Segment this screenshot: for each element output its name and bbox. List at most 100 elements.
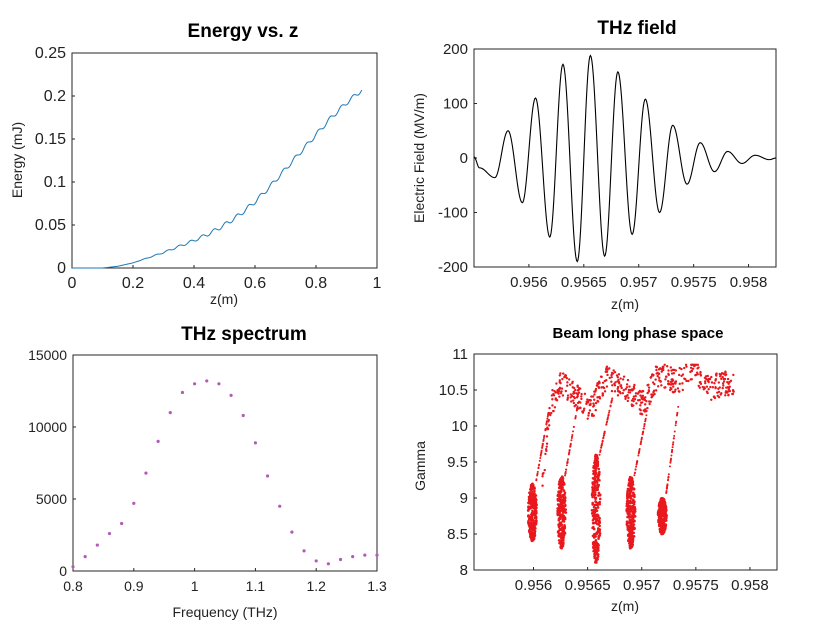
phase-space-point	[659, 530, 662, 533]
phase-space-point	[628, 385, 631, 388]
phase-space-point	[539, 457, 542, 460]
phase-space-panel: Beam long phase space 0.956 0.9565 0.957 0.…	[412, 325, 778, 614]
phase-space-point	[575, 396, 579, 399]
phase-space-point	[594, 401, 598, 405]
phase-space-point	[670, 372, 674, 375]
phase-space-point	[644, 396, 647, 399]
phase-space-point	[599, 449, 602, 452]
phase-space-point	[555, 382, 558, 385]
phase-space-point	[645, 400, 648, 403]
phase-space-point	[655, 389, 658, 392]
phase-space-point	[659, 515, 663, 518]
phase-space-point	[594, 506, 598, 510]
spectrum-xtick-label: 1.1	[246, 578, 266, 594]
phase-space-point	[586, 401, 590, 404]
phase-space-point	[664, 378, 667, 381]
phase-space-point	[634, 394, 637, 398]
phase-space-point	[642, 398, 645, 401]
phase-space-point	[557, 517, 561, 521]
phase-space-point	[536, 472, 539, 475]
field-series-line	[473, 54, 777, 263]
phase-space-point	[592, 405, 595, 408]
phase-space-point	[530, 528, 533, 531]
phase-space-point	[570, 439, 573, 442]
phase-space-point	[699, 370, 702, 374]
field-ylabel: Electric Field (MV/m)	[411, 93, 427, 223]
phase-space-point	[592, 472, 595, 476]
energy-xtick-label: 0.2	[122, 275, 144, 292]
phase-space-point	[529, 493, 532, 497]
phase-space-point	[552, 409, 555, 413]
phase-space-point	[645, 409, 648, 413]
phase-space-point	[657, 372, 661, 376]
phase-space-point	[707, 388, 710, 391]
energy-axes-box	[71, 52, 378, 269]
phase-space-point	[731, 392, 735, 396]
phase-space-point	[598, 381, 601, 385]
phase-space-point	[526, 509, 530, 512]
phase-space-point	[617, 378, 620, 382]
phase-space-point	[560, 387, 564, 390]
phase-space-point	[619, 377, 622, 380]
phase-space-point	[703, 380, 707, 383]
field-ytick-label: 100	[443, 96, 468, 113]
phase-space-point	[629, 491, 632, 494]
phase-space-point	[587, 414, 590, 417]
phase-space-point	[674, 369, 678, 372]
phase-space-point	[554, 398, 557, 401]
phase-space-point	[669, 460, 672, 463]
phase-space-ytick-label: 11	[452, 346, 468, 363]
phase-space-point	[626, 399, 629, 403]
phase-space-point	[720, 392, 723, 395]
phase-space-point	[646, 406, 649, 410]
phase-space-point	[649, 400, 652, 403]
phase-space-point	[571, 434, 574, 436]
spectrum-point	[351, 555, 355, 559]
energy-ytick-label: 0	[57, 260, 66, 277]
phase-space-point	[704, 375, 708, 378]
phase-space-point	[596, 503, 599, 507]
phase-space-point	[535, 503, 538, 507]
phase-space-point	[608, 411, 611, 414]
phase-space-point	[676, 411, 679, 414]
phase-space-point	[561, 544, 564, 548]
phase-space-point	[712, 395, 716, 399]
phase-space-point	[658, 501, 662, 505]
phase-space-point	[683, 366, 686, 370]
phase-space-point	[621, 378, 625, 381]
phase-space-point	[541, 472, 544, 476]
phase-space-point	[731, 389, 735, 392]
phase-space-point	[625, 386, 629, 389]
phase-space-point	[610, 375, 613, 379]
phase-space-point	[534, 515, 537, 519]
phase-space-point	[559, 536, 563, 540]
phase-space-point	[560, 542, 564, 546]
phase-space-point	[710, 398, 713, 401]
phase-space-point	[611, 397, 614, 400]
phase-space-point	[583, 392, 587, 396]
phase-space-point	[557, 533, 561, 537]
phase-space-point	[593, 491, 597, 494]
phase-space-point	[665, 491, 668, 494]
phase-space-point	[620, 386, 623, 390]
phase-space-point	[722, 384, 725, 387]
phase-space-point	[592, 402, 595, 405]
phase-space-point	[626, 487, 630, 491]
phase-space-point	[595, 509, 599, 513]
phase-space-point	[594, 390, 597, 393]
phase-space-point	[530, 487, 533, 491]
phase-space-point	[626, 534, 630, 537]
phase-space-point	[640, 438, 643, 441]
phase-space-point	[547, 414, 549, 417]
phase-space-point	[618, 382, 621, 385]
phase-space-point	[646, 391, 649, 395]
energy-series-line	[72, 89, 363, 269]
phase-space-point	[667, 379, 670, 383]
energy-xlabel: z(m)	[210, 291, 238, 307]
phase-space-point	[591, 521, 595, 525]
phase-space-point	[597, 527, 600, 530]
phase-space-point	[530, 500, 534, 504]
phase-space-point	[711, 386, 715, 389]
phase-space-point	[541, 442, 544, 445]
